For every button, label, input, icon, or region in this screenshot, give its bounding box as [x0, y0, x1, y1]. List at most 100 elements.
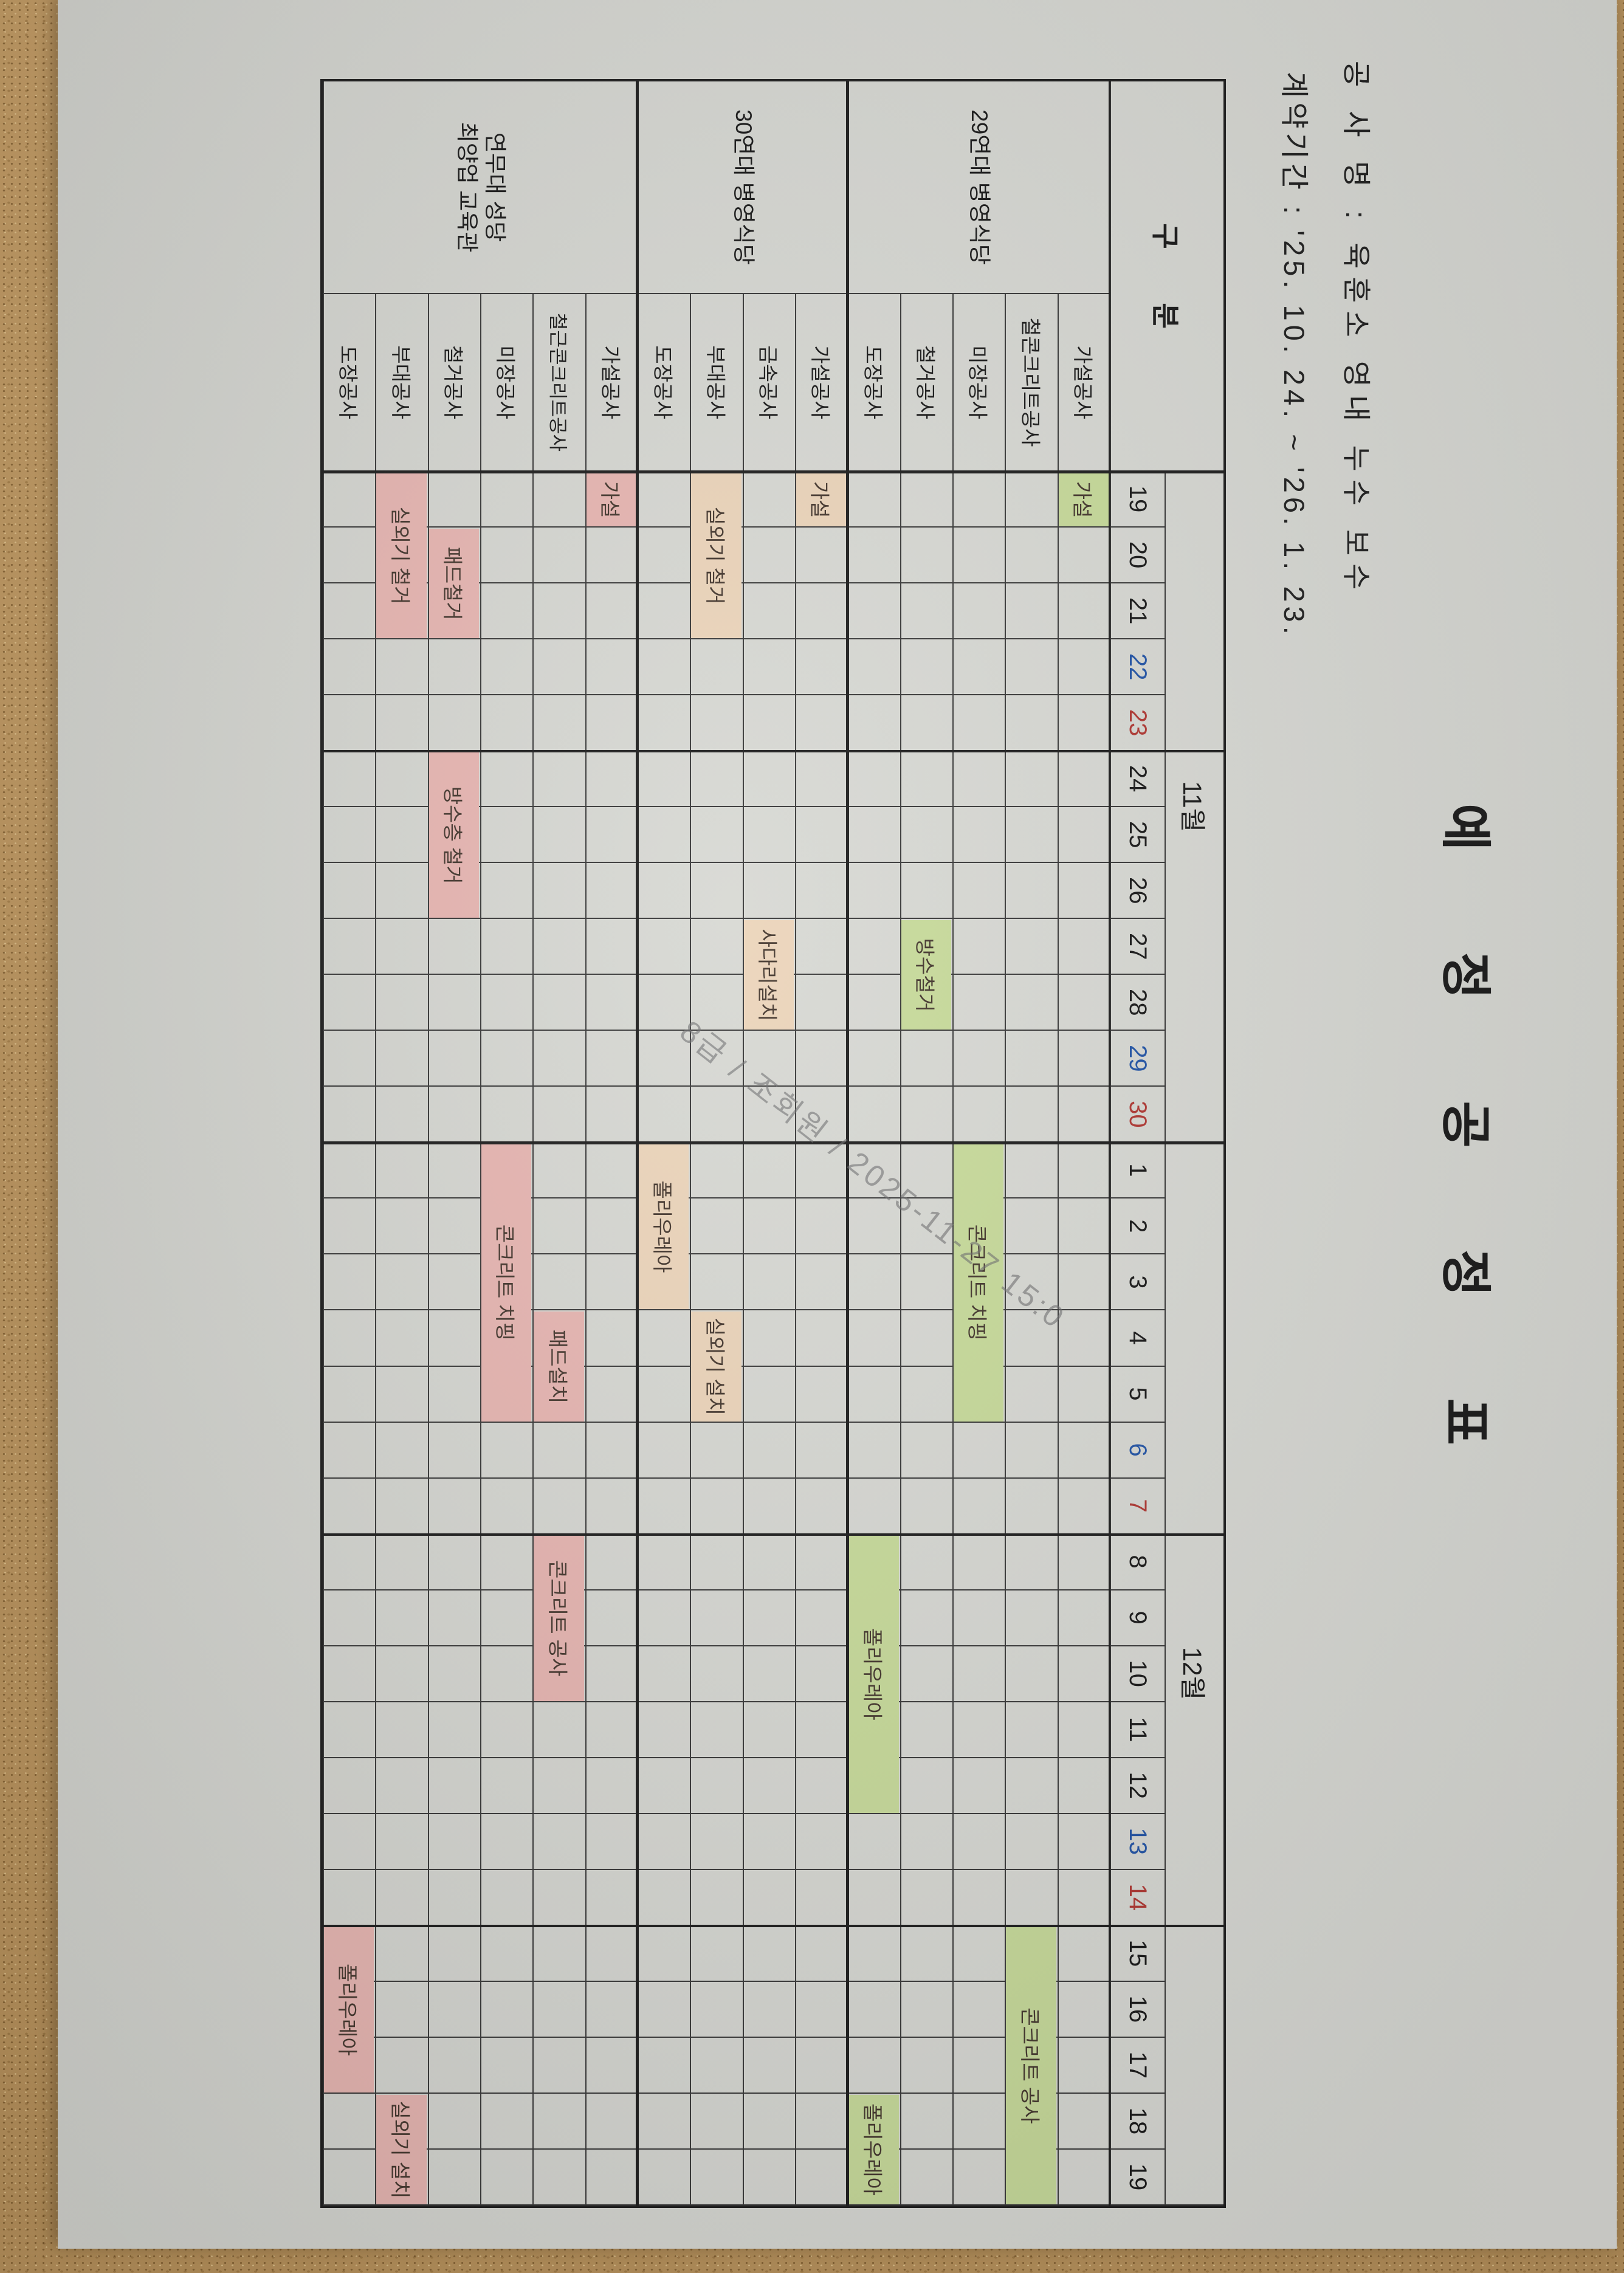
- day-cell: 3: [1110, 1254, 1165, 1311]
- grid-cell: [1005, 1534, 1058, 1590]
- grid-cell: [532, 919, 585, 975]
- grid-cell: [1057, 1143, 1110, 1199]
- grid-cell: [742, 2093, 795, 2150]
- grid-cell: [375, 1143, 428, 1199]
- grid-cell: [795, 863, 848, 920]
- day-cell: 10: [1110, 1646, 1165, 1702]
- grid-cell: [375, 1646, 428, 1702]
- grid-cell: [532, 1087, 585, 1143]
- grid-cell: [795, 1254, 848, 1311]
- grid-cell: [585, 1254, 638, 1311]
- grid-cell: [638, 1087, 690, 1143]
- grid-cell: [638, 1646, 690, 1702]
- grid-cell: [690, 1702, 743, 1758]
- grid-cell: [847, 1478, 900, 1535]
- grid-cell: [742, 1478, 795, 1535]
- grid-cell: [847, 919, 900, 975]
- day-cell: 27: [1110, 919, 1165, 975]
- work-cell: 철거공사: [900, 294, 952, 472]
- grid-cell: [375, 1087, 428, 1143]
- grid-cell: [532, 1758, 585, 1814]
- grid-cell: [900, 583, 952, 640]
- gantt-bar: 방수철거: [901, 920, 951, 1030]
- grid-cell: [427, 1590, 480, 1646]
- grid-cell: [427, 1925, 480, 1982]
- grid-cell: [900, 1478, 952, 1535]
- grid-cell: [900, 1254, 952, 1311]
- grid-cell: [795, 1198, 848, 1255]
- grid-cell: [952, 2093, 1005, 2150]
- grid-cell: [742, 1925, 795, 1982]
- grid-cell: [690, 2149, 743, 2206]
- grid-cell: [1057, 919, 1110, 975]
- gantt-bar: 가설: [796, 473, 847, 527]
- day-cell: 13: [1110, 1814, 1165, 1870]
- gantt-bar: 콘크리트 치핑: [481, 1144, 532, 1422]
- day-cell: 20: [1110, 528, 1165, 584]
- grid-cell: [480, 1590, 533, 1646]
- grid-cell: [427, 2149, 480, 2206]
- corner-cell: 구 분: [1110, 81, 1223, 472]
- grid-cell: [1057, 1981, 1110, 2038]
- grid-cell: [427, 1031, 480, 1087]
- grid-cell: [323, 1310, 376, 1367]
- grid-cell: [375, 1198, 428, 1255]
- grid-cell: [375, 1478, 428, 1535]
- grid-cell: [1005, 1478, 1058, 1535]
- grid-cell: [638, 1869, 690, 1926]
- grid-cell: [795, 1814, 848, 1870]
- grid-cell: [900, 1646, 952, 1702]
- grid-cell: [323, 1087, 376, 1143]
- grid-cell: [427, 2037, 480, 2094]
- grid-cell: [1057, 639, 1110, 696]
- grid-cell: [690, 807, 743, 864]
- grid-cell: [638, 639, 690, 696]
- grid-cell: [1057, 863, 1110, 920]
- grid-cell: [427, 639, 480, 696]
- grid-cell: [1005, 1087, 1058, 1143]
- grid-cell: [952, 695, 1005, 752]
- day-cell: 16: [1110, 1981, 1165, 2038]
- grid-cell: [952, 1981, 1005, 2038]
- grid-cell: [900, 1534, 952, 1590]
- day-cell: 21: [1110, 583, 1165, 640]
- grid-cell: [532, 1143, 585, 1199]
- grid-cell: [585, 2037, 638, 2094]
- work-cell: 철근콘크리트공사: [532, 294, 585, 472]
- work-cell: 가설공사: [795, 294, 848, 472]
- grid-cell: [532, 863, 585, 920]
- grid-cell: [847, 1366, 900, 1423]
- grid-cell: [638, 583, 690, 640]
- grid-cell: [323, 919, 376, 975]
- grid-cell: [1005, 1143, 1058, 1199]
- grid-cell: [375, 1758, 428, 1814]
- grid-cell: [375, 1422, 428, 1479]
- grid-cell: [375, 1814, 428, 1870]
- grid-cell: [375, 1534, 428, 1590]
- gantt-bar: 패드설치: [534, 1312, 584, 1422]
- grid-cell: [480, 472, 533, 528]
- grid-cell: [1005, 1031, 1058, 1087]
- grid-cell: [742, 751, 795, 808]
- grid-cell: [585, 1478, 638, 1535]
- grid-cell: [427, 1087, 480, 1143]
- grid-cell: [323, 1869, 376, 1926]
- grid-cell: [585, 1534, 638, 1590]
- grid-cell: [900, 1087, 952, 1143]
- day-cell: 19: [1110, 2149, 1165, 2206]
- grid-cell: [1005, 528, 1058, 584]
- grid-cell: [690, 1198, 743, 1255]
- grid-cell: [532, 1254, 585, 1311]
- grid-cell: [690, 1814, 743, 1870]
- grid-cell: [375, 975, 428, 1031]
- project-name-text: 연무대 성당: [483, 132, 508, 242]
- grid-cell: [323, 807, 376, 864]
- grid-cell: [480, 639, 533, 696]
- grid-cell: [952, 1478, 1005, 1535]
- grid-cell: [638, 1478, 690, 1535]
- grid-cell: [638, 1702, 690, 1758]
- grid-cell: [585, 2149, 638, 2206]
- grid-cell: [952, 1702, 1005, 1758]
- grid-cell: [323, 1534, 376, 1590]
- grid-cell: [1005, 919, 1058, 975]
